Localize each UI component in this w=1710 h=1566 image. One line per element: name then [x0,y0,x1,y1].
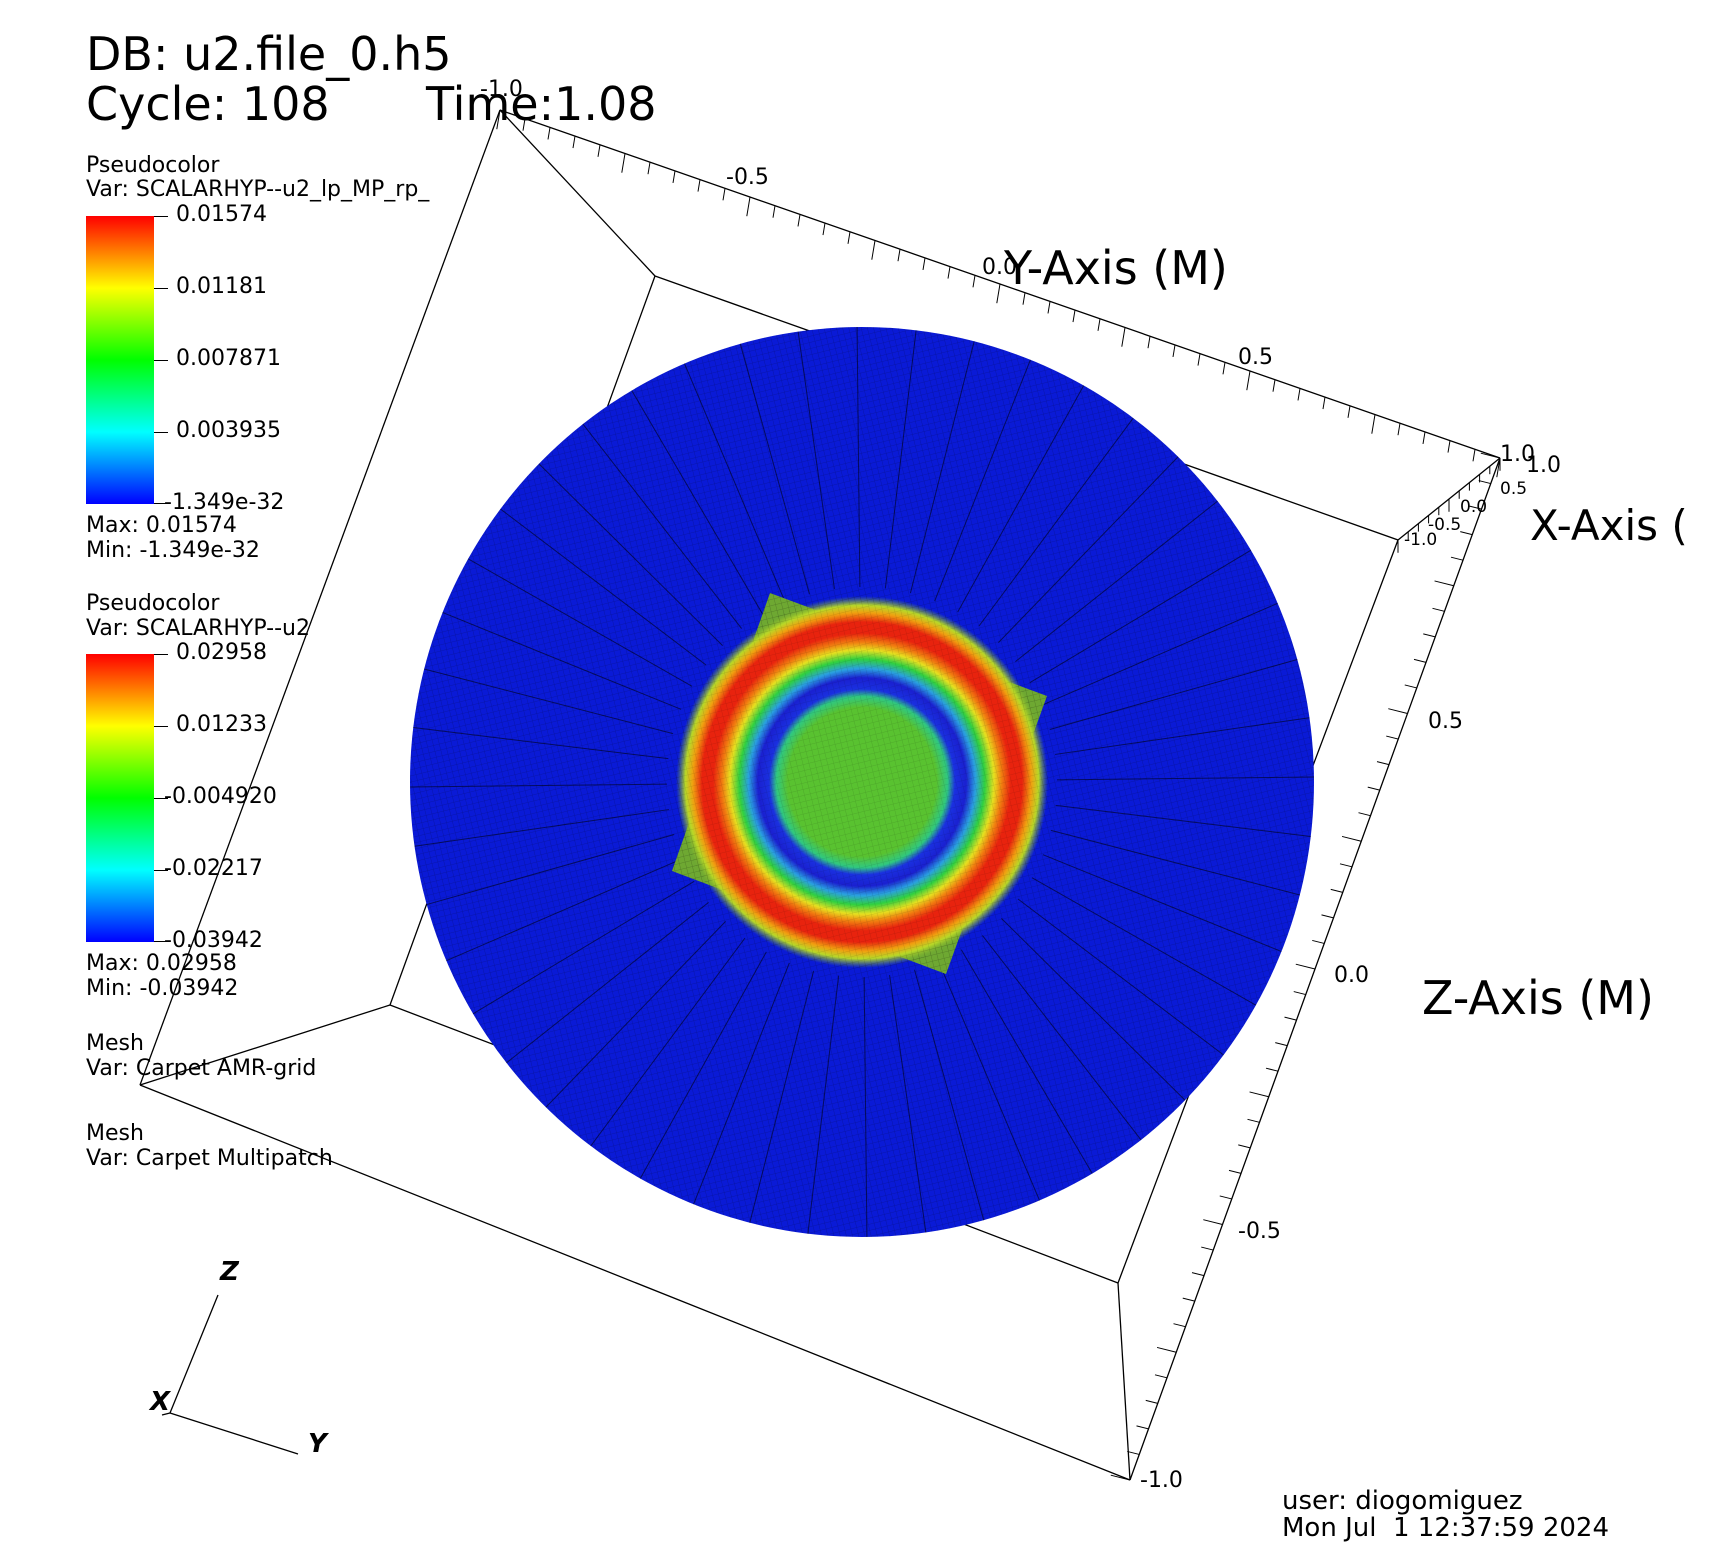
z-tick-label: -1.0 [1140,1468,1183,1493]
color-bar-tick-label: 0.007871 [176,346,281,371]
legend-plot-type: Mesh [86,1121,144,1146]
amr-grid-patch [672,593,1048,974]
x-tick-label: -0.5 [1428,515,1461,535]
legend-plot-type: Mesh [86,1031,144,1056]
time-label: Time:1.08 [426,77,657,131]
x-tick-label: 1.0 [1526,453,1561,478]
x-tick-label: -1.0 [1404,530,1437,550]
y-tick-label: -0.5 [726,165,769,190]
legend-max-label: Max: 0.01574 [86,513,237,538]
color-bar-tick-label: -0.004920 [164,784,277,809]
y-tick-label: -1.0 [480,77,523,102]
y-axis-title: Y-Axis (M) [1003,241,1228,295]
legend-max-label: Max: 0.02958 [86,951,237,976]
user-label: user: diogomiguez [1282,1486,1523,1516]
legend-var-label: Var: Carpet AMR-grid [86,1056,317,1081]
color-bar-tick-label: -0.02217 [164,856,263,881]
y-tick-label: 1.0 [1500,442,1535,467]
legend-plot-type: Pseudocolor [86,591,220,616]
legend-var-label: Var: SCALARHYP--u2_lp_MP_rp_ [86,177,430,202]
triad-x-label: X [148,1387,172,1417]
color-bar-tick-label: -1.349e-32 [164,490,285,515]
z-axis-title: Z-Axis (M) [1422,971,1654,1025]
y-tick-label: 0.0 [982,255,1017,280]
legend-min-label: Min: -1.349e-32 [86,538,260,563]
color-bar [86,216,154,504]
y-tick-label: 0.5 [1238,345,1273,370]
legend-plot-type: Pseudocolor [86,153,220,178]
color-bar-tick-label: 0.02958 [176,640,267,665]
color-bar [86,654,154,942]
z-tick-label: 0.0 [1334,963,1369,988]
z-tick-label: -0.5 [1238,1219,1281,1244]
x-axis-tick-labels: 1.0 0.5 0.0 -0.5 -1.0 [1404,453,1561,550]
color-bar-tick-label: -0.03942 [164,928,263,953]
triad-y-label: Y [308,1429,330,1459]
z-axis-tick-labels: 0.5 0.0 -0.5 -1.0 [1140,709,1463,1493]
x-axis-title: X-Axis ( [1530,501,1688,550]
legend-min-label: Min: -0.03942 [86,976,239,1001]
color-bar-tick-label: 0.01233 [176,712,267,737]
color-bar-tick-label: 0.01574 [176,202,267,227]
x-tick-label: 0.5 [1500,479,1527,499]
axes-triad [161,1294,299,1455]
y-axis-tick-labels: -1.0 -0.5 0.0 0.5 1.0 [480,77,1535,467]
color-bar-tick-label: 0.01181 [176,274,267,299]
legend-var-label: Var: SCALARHYP--u2 [86,616,310,641]
db-label: DB: u2.file_0.h5 [86,27,452,81]
date-label: Mon Jul 1 12:37:59 2024 [1282,1513,1609,1543]
x-tick-label: 0.0 [1460,497,1487,517]
axis-tick-marks [496,109,1501,1481]
triad-z-label: Z [219,1257,240,1287]
cycle-label: Cycle: 108 [86,77,330,131]
legend-var-label: Var: Carpet Multipatch [86,1146,333,1171]
color-bar-tick-label: 0.003935 [176,418,281,443]
z-tick-label: 0.5 [1428,709,1463,734]
